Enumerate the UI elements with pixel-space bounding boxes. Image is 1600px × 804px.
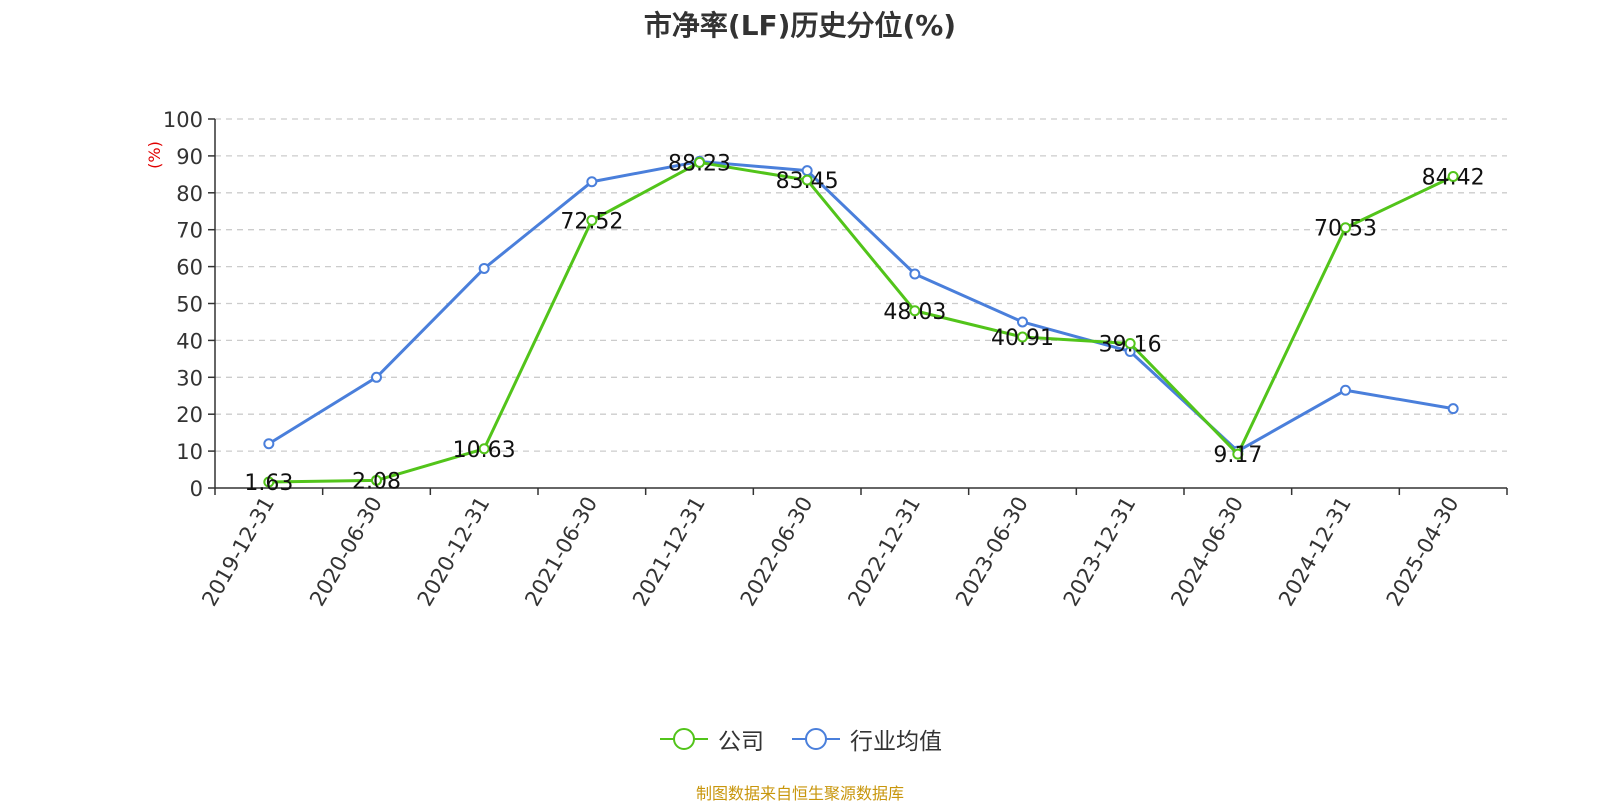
data-label: 10.63 [453, 438, 516, 463]
data-label: 39.16 [1099, 332, 1162, 357]
series [263, 155, 1459, 488]
data-point [1340, 384, 1351, 396]
y-axis-label: (%) [145, 141, 164, 169]
data-point [801, 174, 813, 186]
y-tick-label: 90 [176, 145, 203, 169]
legend-item-company[interactable]: 公司 [658, 722, 764, 756]
data-label: 70.53 [1314, 217, 1377, 242]
data-point [371, 474, 382, 486]
data-point [909, 268, 921, 280]
chart-title: 市净率(LF)历史分位(%) [643, 9, 957, 42]
data-point [1017, 316, 1028, 328]
y-tick-label: 60 [176, 256, 203, 280]
data-point [586, 214, 598, 226]
y-tick-label: 70 [176, 219, 203, 243]
data-label: 48.03 [883, 300, 946, 325]
legend-label-company: 公司 [718, 729, 764, 755]
x-tick-label: 2024-12-31 [1274, 493, 1356, 611]
data-label: 72.52 [560, 209, 623, 234]
data-point [1340, 222, 1351, 234]
y-tick-label: 50 [176, 293, 203, 317]
y-tick-label: 30 [176, 366, 203, 390]
y-tick-label: 80 [176, 182, 203, 206]
data-point [1447, 170, 1459, 182]
data-point [263, 476, 275, 488]
x-tick-label: 2020-12-31 [413, 492, 495, 610]
data-point [1124, 337, 1136, 349]
x-tick-label: 2019-12-31 [197, 493, 279, 611]
data-point [1447, 403, 1459, 415]
data-point [694, 156, 705, 168]
data-point [478, 262, 490, 274]
x-tick-label: 2025-04-30 [1382, 493, 1464, 611]
y-tick-label: 0 [190, 477, 203, 501]
data-label: 40.91 [991, 326, 1054, 351]
data-point [586, 176, 598, 188]
data-label: 84.42 [1422, 165, 1485, 190]
legend-label-industry: 行业均值 [850, 729, 942, 755]
data-point [1017, 331, 1028, 343]
x-tick-label: 2020-06-30 [305, 493, 387, 611]
y-tick-label: 20 [176, 403, 203, 427]
x-tick-label: 2022-06-30 [736, 493, 818, 611]
source-note: 制图数据来自恒生聚源数据库 [695, 784, 904, 803]
data-label: 88.23 [668, 151, 731, 176]
data-point [909, 305, 921, 317]
x-tick-label: 2023-06-30 [951, 493, 1033, 611]
data-point [371, 371, 382, 383]
data-labels: 1.63 2.08 10.63 72.52 88.23 83.45 48.03 40.91 39… [244, 151, 1484, 496]
series-line-0 [268, 160, 1454, 484]
x-tick-label: 2021-12-31 [628, 493, 710, 611]
data-label: 1.63 [244, 471, 293, 496]
data-point [1232, 448, 1244, 460]
y-tick-label: 10 [176, 440, 203, 464]
grid-lines [215, 118, 1507, 452]
series-line-1 [268, 159, 1454, 453]
y-tick-label: 100 [163, 108, 203, 132]
data-label: 2.08 [352, 469, 401, 494]
legend-swatch-company [660, 728, 708, 750]
data-point [263, 438, 275, 450]
x-tick-label: 2023-12-31 [1059, 493, 1141, 611]
legend-swatch-industry [792, 728, 840, 750]
data-label: 83.45 [776, 169, 839, 194]
x-tick-label: 2021-06-30 [520, 493, 602, 611]
legend: 公司 行业均值 [0, 722, 1600, 756]
data-point [478, 443, 490, 455]
x-tick-label: 2024-06-30 [1166, 493, 1248, 611]
legend-item-industry[interactable]: 行业均值 [790, 722, 942, 756]
y-tick-label: 40 [176, 329, 203, 353]
data-label: 9.17 [1213, 443, 1262, 468]
x-tick-label: 2022-12-31 [843, 492, 925, 610]
